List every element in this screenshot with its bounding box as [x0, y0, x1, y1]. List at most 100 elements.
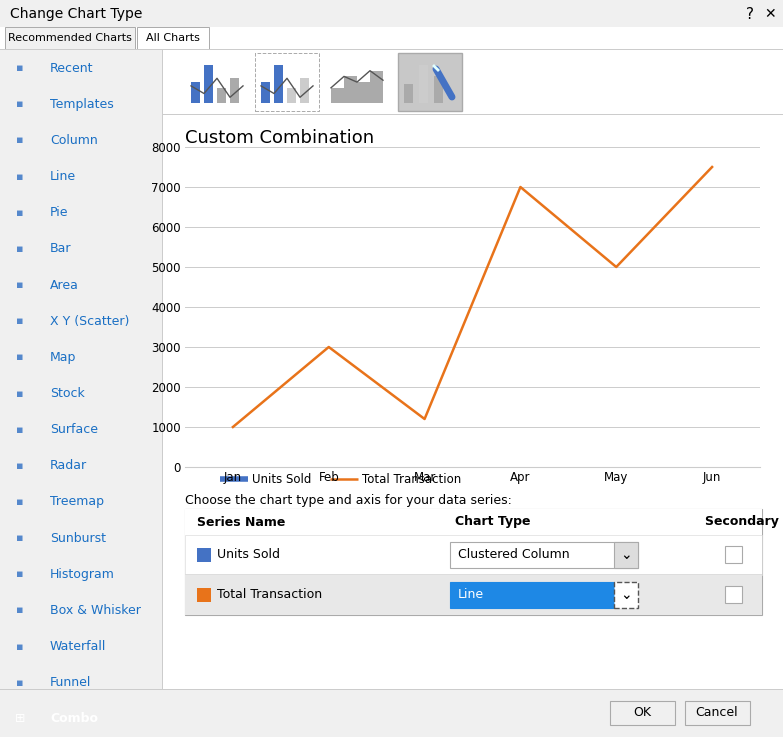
Text: All Charts: All Charts: [146, 33, 200, 43]
Text: Line: Line: [50, 170, 76, 183]
Bar: [370, 71, 383, 103]
Bar: [191, 82, 200, 103]
Text: Stock: Stock: [50, 387, 85, 400]
Bar: [162, 50, 163, 737]
Text: Units Sold: Units Sold: [252, 472, 312, 486]
Text: Funnel: Funnel: [50, 677, 92, 689]
Bar: [137, 27, 209, 49]
Bar: [185, 535, 762, 536]
Bar: [725, 546, 742, 563]
Bar: [725, 586, 742, 603]
Text: Column: Column: [50, 134, 98, 147]
Text: ▪: ▪: [16, 244, 23, 254]
Bar: [0, 50, 162, 737]
Text: ▪: ▪: [16, 497, 23, 507]
Text: ▪: ▪: [16, 461, 23, 471]
Text: Choose the chart type and axis for your data series:: Choose the chart type and axis for your …: [185, 494, 512, 507]
Bar: [434, 77, 443, 103]
Bar: [0, 689, 783, 737]
Bar: [230, 78, 239, 103]
Text: Area: Area: [50, 279, 79, 292]
Bar: [185, 535, 762, 575]
Text: Secondary Axis: Secondary Axis: [705, 515, 783, 528]
Text: ▪: ▪: [16, 136, 23, 145]
Text: Sunburst: Sunburst: [50, 531, 106, 545]
Bar: [185, 509, 762, 615]
Text: ✕: ✕: [764, 7, 776, 21]
Bar: [255, 53, 319, 111]
Text: ▪: ▪: [16, 388, 23, 399]
Text: OK: OK: [633, 707, 651, 719]
Bar: [185, 574, 762, 575]
Bar: [357, 82, 370, 103]
Text: Waterfall: Waterfall: [50, 640, 106, 653]
Text: ⌄: ⌄: [620, 588, 632, 602]
Text: ?: ?: [746, 7, 754, 21]
Bar: [0, 689, 783, 690]
Text: ▪: ▪: [16, 642, 23, 652]
Bar: [185, 147, 760, 467]
Text: Treemap: Treemap: [50, 495, 104, 509]
Text: Bar: Bar: [50, 242, 71, 255]
Bar: [217, 88, 226, 103]
Bar: [450, 542, 638, 568]
Bar: [163, 114, 783, 115]
Text: Recent: Recent: [50, 62, 93, 74]
Text: ⊞: ⊞: [15, 713, 25, 725]
Text: ▪: ▪: [16, 533, 23, 543]
Text: ▪: ▪: [16, 99, 23, 109]
Text: ▪: ▪: [16, 280, 23, 290]
Text: ▪: ▪: [16, 425, 23, 435]
Text: Cancel: Cancel: [695, 707, 738, 719]
Text: X Y (Scatter): X Y (Scatter): [50, 315, 129, 328]
Text: ▪: ▪: [16, 569, 23, 579]
Text: Pie: Pie: [50, 206, 68, 219]
Text: ⌄: ⌄: [620, 548, 632, 562]
Bar: [614, 582, 638, 608]
Text: Combo: Combo: [50, 713, 98, 725]
Text: ▪: ▪: [16, 678, 23, 688]
Bar: [185, 575, 762, 615]
Text: Recommended Charts: Recommended Charts: [8, 33, 132, 43]
Text: Change Chart Type: Change Chart Type: [10, 7, 143, 21]
Bar: [204, 65, 213, 103]
Bar: [419, 65, 428, 103]
Text: ▪: ▪: [16, 606, 23, 615]
Bar: [274, 65, 283, 103]
Text: Chart Type: Chart Type: [455, 515, 531, 528]
Bar: [685, 701, 750, 725]
Text: Total Transaction: Total Transaction: [217, 589, 322, 601]
Bar: [197, 588, 211, 602]
Bar: [185, 535, 762, 575]
Text: Custom Combination: Custom Combination: [185, 129, 374, 147]
Bar: [287, 88, 296, 103]
Text: Templates: Templates: [50, 98, 114, 111]
Bar: [0, 49, 783, 50]
Bar: [300, 78, 309, 103]
Bar: [344, 77, 357, 103]
Text: Histogram: Histogram: [50, 567, 115, 581]
Bar: [261, 82, 270, 103]
Bar: [331, 88, 344, 103]
Bar: [185, 509, 762, 535]
Text: ▪: ▪: [16, 352, 23, 363]
Text: ▪: ▪: [16, 63, 23, 73]
Bar: [398, 53, 462, 111]
Text: Map: Map: [50, 351, 77, 364]
Bar: [0, 701, 162, 737]
Text: Units Sold: Units Sold: [217, 548, 280, 562]
Text: Total Transaction: Total Transaction: [362, 472, 461, 486]
Text: Surface: Surface: [50, 423, 98, 436]
Bar: [614, 542, 638, 568]
Text: ▪: ▪: [16, 208, 23, 217]
Bar: [450, 582, 614, 608]
Text: ▪: ▪: [16, 172, 23, 181]
Text: ▪: ▪: [16, 316, 23, 326]
Bar: [610, 701, 675, 725]
Bar: [404, 84, 413, 103]
Text: Clustered Column: Clustered Column: [458, 548, 569, 562]
Text: Line: Line: [458, 589, 484, 601]
Text: Series Name: Series Name: [197, 515, 285, 528]
Text: Box & Whisker: Box & Whisker: [50, 604, 141, 617]
Bar: [197, 548, 211, 562]
